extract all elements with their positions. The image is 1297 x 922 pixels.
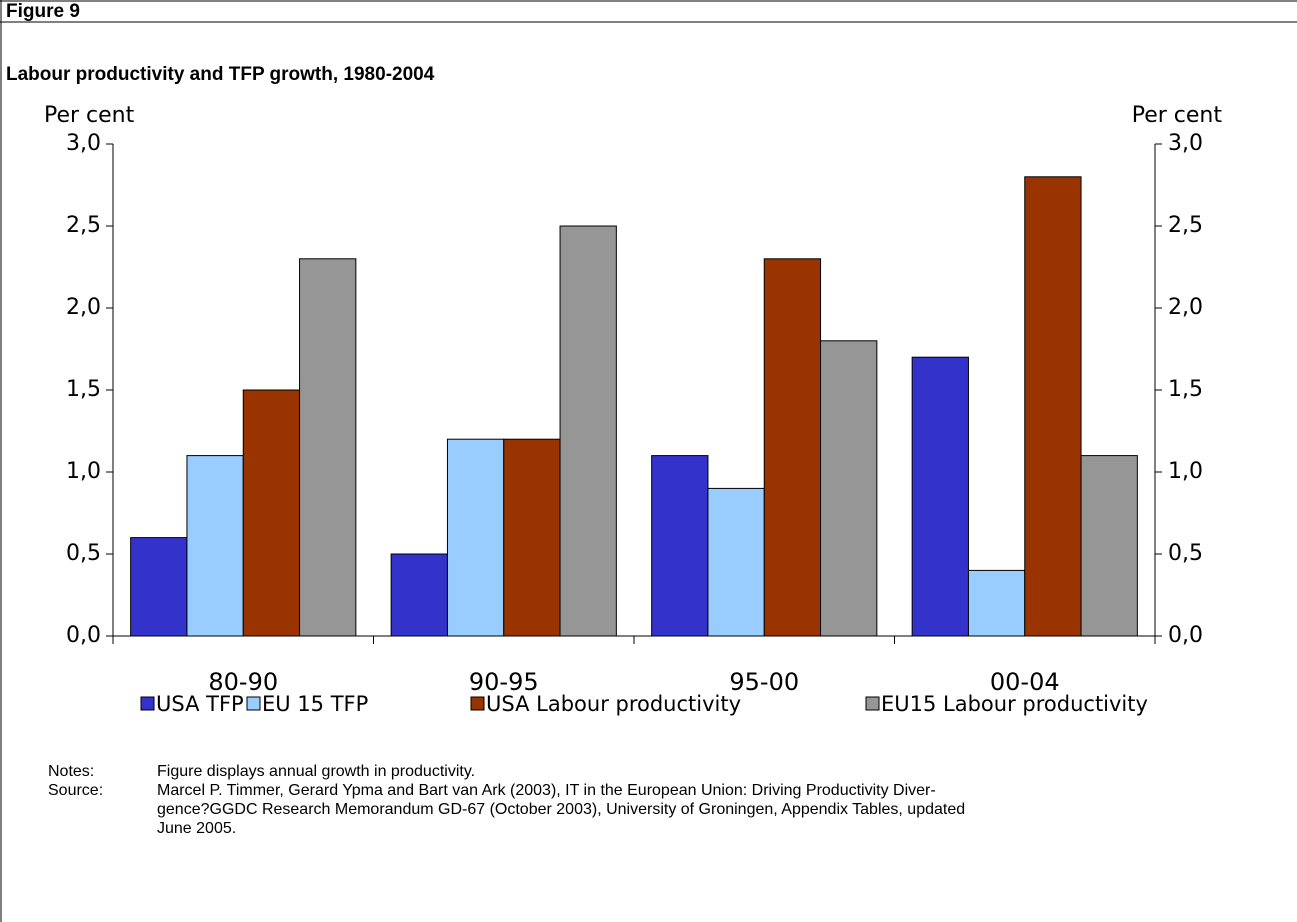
bar xyxy=(446,438,505,637)
y-tick-label: 0,0 xyxy=(66,623,101,648)
y-tick-label: 2,5 xyxy=(66,213,101,238)
source-line: Marcel P. Timmer, Gerard Ypma and Bart v… xyxy=(157,782,936,799)
notes-label: Notes: xyxy=(48,763,94,780)
legend-label: EU 15 TFP xyxy=(262,692,368,716)
legend-swatch xyxy=(140,696,155,711)
bar xyxy=(242,389,301,637)
y2-tick-label: 1,5 xyxy=(1168,377,1203,402)
x-tick-label: 90-95 xyxy=(469,668,539,696)
legend-swatch xyxy=(470,696,485,711)
y2-tick-label: 0,0 xyxy=(1168,623,1203,648)
y2-tick-label: 2,0 xyxy=(1168,295,1203,320)
source-label: Source: xyxy=(48,782,103,799)
x-tick-label: 95-00 xyxy=(729,668,799,696)
bar xyxy=(299,258,357,637)
legend-label: USA TFP xyxy=(156,692,244,716)
bar xyxy=(651,455,709,637)
y2-axis-label: Per cent xyxy=(1132,103,1223,128)
bar xyxy=(559,225,617,637)
y2-tick-label: 2,5 xyxy=(1168,213,1203,238)
y-tick-label: 2,0 xyxy=(66,295,101,320)
y-tick-label: 3,0 xyxy=(66,131,101,156)
bar xyxy=(1024,176,1082,637)
x-tick-label: 00-04 xyxy=(990,668,1060,696)
bar xyxy=(967,569,1026,637)
legend-swatch xyxy=(865,696,880,711)
bar xyxy=(186,455,244,637)
legend-swatch xyxy=(246,696,261,711)
figure-label: Figure 9 xyxy=(6,1,80,22)
source-line: June 2005. xyxy=(157,820,236,837)
x-tick-label: 80-90 xyxy=(208,668,278,696)
y-tick-label: 0,5 xyxy=(66,541,101,566)
bar xyxy=(503,438,561,637)
y-tick-label: 1,0 xyxy=(66,459,101,484)
bar xyxy=(390,553,448,637)
bar xyxy=(763,258,822,637)
notes-text: Figure displays annual growth in product… xyxy=(157,763,475,780)
bar xyxy=(707,487,765,637)
legend-label: EU15 Labour productivity xyxy=(881,692,1148,716)
y2-tick-label: 1,0 xyxy=(1168,459,1203,484)
y2-tick-label: 3,0 xyxy=(1168,131,1203,156)
chart-title: Labour productivity and TFP growth, 1980… xyxy=(6,64,435,85)
bar xyxy=(820,340,878,637)
bar xyxy=(130,537,188,637)
y-axis-label: Per cent xyxy=(44,103,135,128)
source-line: gence?GGDC Research Memorandum GD-67 (Oc… xyxy=(157,801,965,818)
legend-label: USA Labour productivity xyxy=(486,692,741,716)
y2-tick-label: 0,5 xyxy=(1168,541,1203,566)
y-tick-label: 1,5 xyxy=(66,377,101,402)
bar xyxy=(1080,455,1138,637)
bar xyxy=(911,356,969,637)
